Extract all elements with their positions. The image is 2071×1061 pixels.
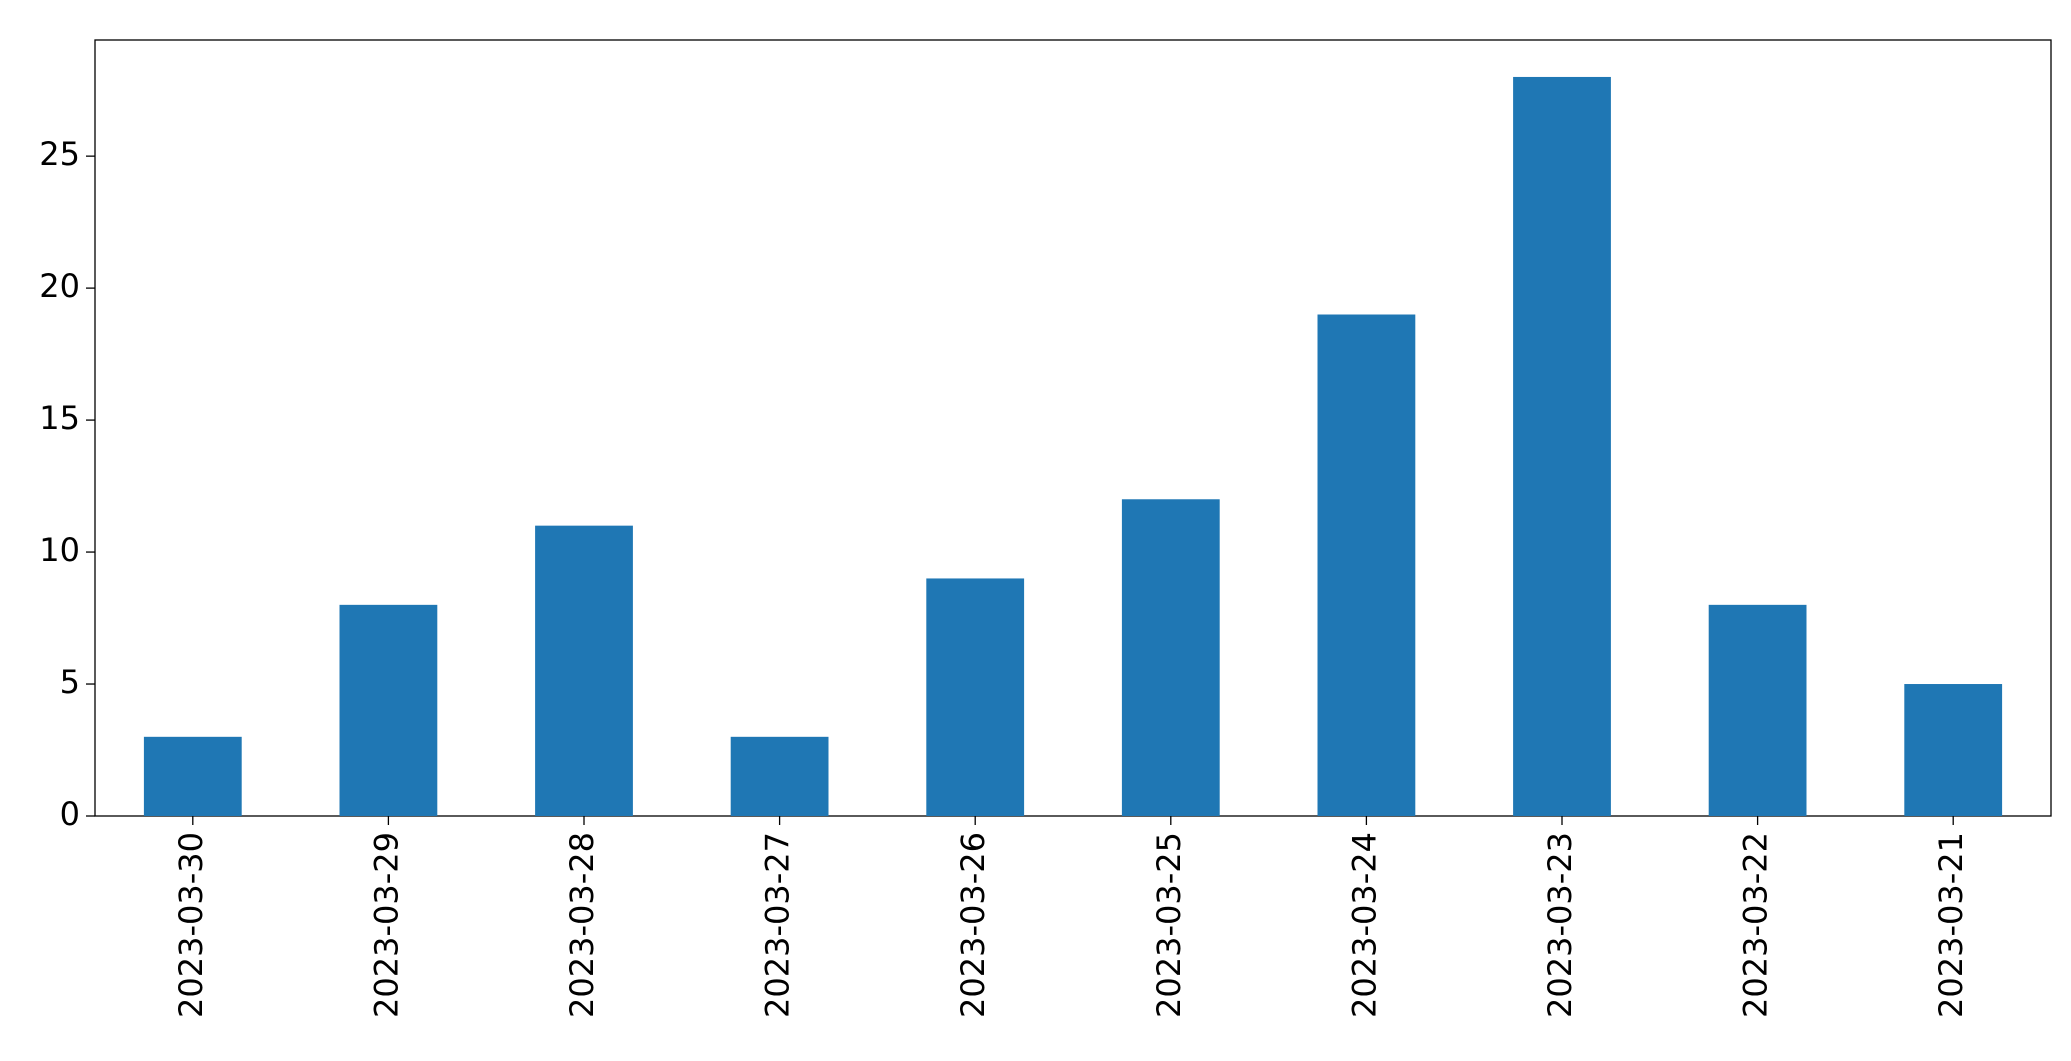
y-tick-label: 15 <box>39 399 80 437</box>
x-tick-label: 2023-03-25 <box>1150 832 1188 1018</box>
bar <box>1513 76 1611 816</box>
x-tick-label: 2023-03-27 <box>759 832 797 1018</box>
bar <box>1317 314 1416 816</box>
bar <box>1904 684 2003 816</box>
x-tick-label: 2023-03-21 <box>1932 832 1970 1018</box>
x-tick-label: 2023-03-26 <box>954 832 992 1018</box>
x-tick-label: 2023-03-30 <box>172 832 210 1018</box>
bar <box>339 604 438 816</box>
bar <box>1708 604 1807 816</box>
x-tick-label: 2023-03-29 <box>367 832 405 1018</box>
y-tick-label: 20 <box>39 267 80 305</box>
bar <box>1121 499 1220 816</box>
y-tick-label: 5 <box>60 663 80 701</box>
bar <box>730 736 829 816</box>
x-tick-label: 2023-03-24 <box>1345 832 1383 1018</box>
bar <box>143 736 242 816</box>
x-tick-label: 2023-03-28 <box>563 832 601 1018</box>
y-tick-label: 10 <box>39 531 80 569</box>
bar <box>535 525 633 816</box>
y-tick-label: 25 <box>39 135 80 173</box>
x-tick-label: 2023-03-22 <box>1737 832 1775 1018</box>
plot-frame <box>94 39 2052 817</box>
y-tick-label: 0 <box>60 795 80 833</box>
x-tick-label: 2023-03-23 <box>1541 832 1579 1018</box>
bar <box>926 578 1025 816</box>
